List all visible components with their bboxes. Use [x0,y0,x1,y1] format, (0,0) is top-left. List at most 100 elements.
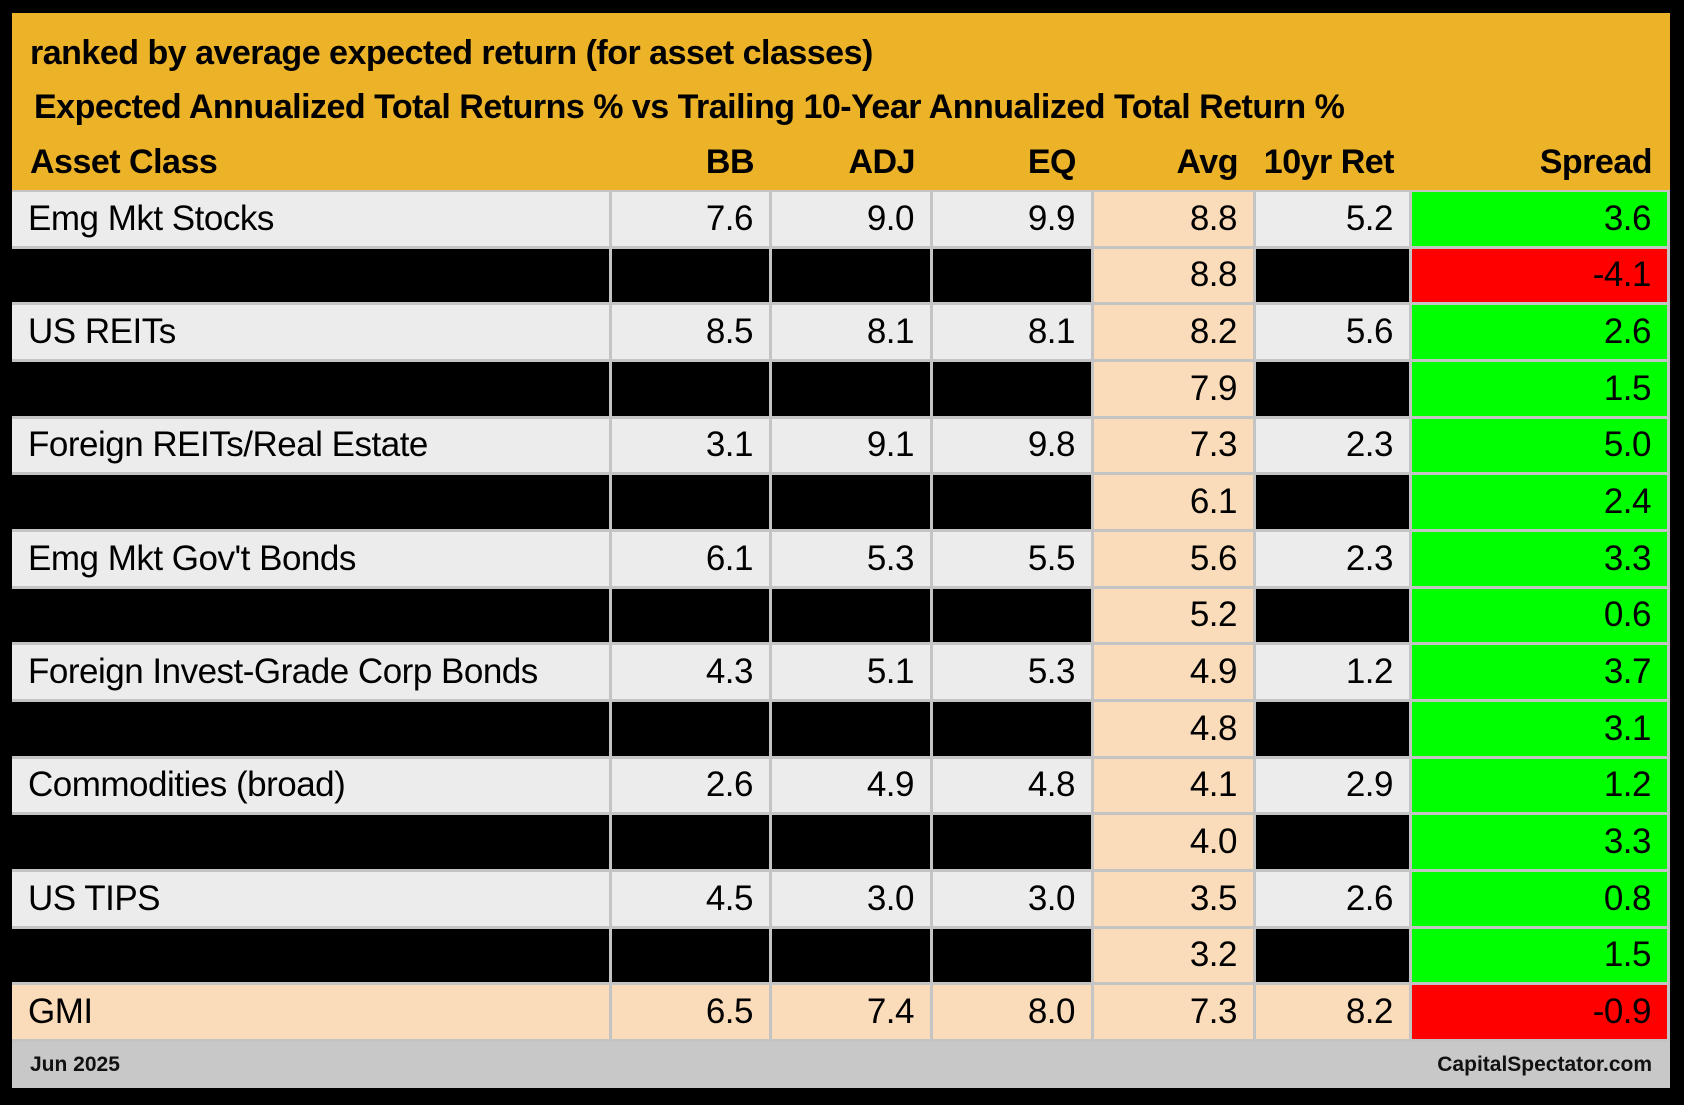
asset-class-cell: Emg Mkt Gov't Bonds [12,532,612,589]
column-header-bb: BB [705,142,755,181]
spread-cell: 3.1 [1412,702,1670,759]
asset-class-cell [12,815,612,872]
table-row: Foreign Invest-Grade Corp Bonds 4.3 5.1 5.3… [12,645,1670,702]
avg-cell: 5.2 [1094,588,1256,646]
spread-cell: 2.4 [1412,475,1670,532]
table-row: Commodities (broad) 2.6 4.9 4.8 4.1 2.9 1.2 [12,758,1670,816]
table-row: GMI 6.5 7.4 8.0 7.3 8.2 -0.9 [12,985,1670,1042]
table-row: US TIPS 4.5 3.0 3.0 3.5 2.6 0.8 [12,872,1670,929]
avg-cell: 7.3 [1094,418,1256,476]
spread-cell: 1.5 [1412,362,1670,419]
10yr-ret-cell [1256,248,1412,306]
eq-cell [933,815,1094,872]
bb-cell: 8.5 [612,305,772,362]
adj-cell [772,248,933,306]
eq-cell [933,248,1094,306]
avg-cell: 7.9 [1094,362,1256,419]
column-header-avg: Avg [1176,142,1239,181]
spread-cell: 3.6 [1412,192,1670,249]
10yr-ret-cell: 2.9 [1256,758,1412,816]
asset-class-cell: US REITs [12,305,612,362]
spread-cell: -0.9 [1412,985,1670,1042]
table-row-redacted: 7.9 1.5 [12,362,1670,419]
10yr-ret-cell: 5.6 [1256,305,1412,362]
10yr-ret-cell [1256,475,1412,532]
bb-cell: 4.3 [612,645,772,702]
adj-cell [772,588,933,646]
footer-date: Jun 2025 [30,1053,120,1076]
returns-table-graphic: ranked by average expected return (for a… [12,13,1670,1088]
asset-class-cell: Emg Mkt Stocks [12,192,612,249]
bb-cell [612,815,772,872]
spread-cell: 1.5 [1412,928,1670,986]
table-row: US REITs 8.5 8.1 8.1 8.2 5.6 2.6 [12,305,1670,362]
adj-cell: 8.1 [772,305,933,362]
10yr-ret-cell [1256,815,1412,872]
bb-cell: 6.5 [612,985,772,1042]
eq-cell: 4.8 [933,758,1094,816]
asset-class-cell: GMI [12,985,612,1042]
asset-class-cell [12,248,612,306]
footer-site: CapitalSpectator.com [1437,1053,1652,1076]
avg-cell: 8.8 [1094,248,1256,306]
avg-cell: 4.8 [1094,702,1256,759]
bb-cell: 2.6 [612,758,772,816]
column-header-spread: Spread [1539,142,1653,181]
10yr-ret-cell: 2.3 [1256,532,1412,589]
eq-cell: 8.1 [933,305,1094,362]
eq-cell: 8.0 [933,985,1094,1042]
column-header-10yr-ret: 10yr Ret [1263,142,1395,181]
adj-cell [772,362,933,419]
avg-cell: 6.1 [1094,475,1256,532]
10yr-ret-cell: 2.3 [1256,418,1412,476]
10yr-ret-cell [1256,588,1412,646]
eq-cell [933,362,1094,419]
spread-cell: 2.6 [1412,305,1670,362]
title-line-2: Expected Annualized Total Returns % vs T… [34,87,1345,126]
table-body: Emg Mkt Stocks 7.6 9.0 9.9 8.8 5.2 3.6 8.8 -4.1 U… [12,190,1670,1042]
column-header-asset-class: Asset Class [30,142,218,181]
10yr-ret-cell: 1.2 [1256,645,1412,702]
table-header: ranked by average expected return (for a… [12,13,1670,190]
bb-cell [612,702,772,759]
avg-cell: 8.8 [1094,192,1256,249]
asset-class-cell: Commodities (broad) [12,758,612,816]
spread-cell: 3.7 [1412,645,1670,702]
table-row: Foreign REITs/Real Estate 3.1 9.1 9.8 7.3 2.3… [12,418,1670,476]
asset-class-cell [12,588,612,646]
footer-bar: Jun 2025 CapitalSpectator.com [12,1042,1670,1088]
adj-cell: 3.0 [772,872,933,929]
eq-cell: 5.3 [933,645,1094,702]
10yr-ret-cell: 5.2 [1256,192,1412,249]
asset-class-cell: Foreign Invest-Grade Corp Bonds [12,645,612,702]
avg-cell: 3.2 [1094,928,1256,986]
bb-cell: 3.1 [612,418,772,476]
table-row: Emg Mkt Stocks 7.6 9.0 9.9 8.8 5.2 3.6 [12,192,1670,249]
table-row-redacted: 3.2 1.5 [12,928,1670,986]
avg-cell: 5.6 [1094,532,1256,589]
avg-cell: 4.0 [1094,815,1256,872]
table-row-redacted: 4.0 3.3 [12,815,1670,872]
eq-cell [933,702,1094,759]
adj-cell: 4.9 [772,758,933,816]
table-row-redacted: 8.8 -4.1 [12,248,1670,306]
eq-cell [933,928,1094,986]
table-row-redacted: 6.1 2.4 [12,475,1670,532]
eq-cell: 9.9 [933,192,1094,249]
bb-cell: 6.1 [612,532,772,589]
eq-cell [933,588,1094,646]
10yr-ret-cell: 2.6 [1256,872,1412,929]
avg-cell: 8.2 [1094,305,1256,362]
adj-cell: 5.1 [772,645,933,702]
avg-cell: 7.3 [1094,985,1256,1042]
asset-class-cell [12,928,612,986]
spread-cell: 3.3 [1412,815,1670,872]
eq-cell: 9.8 [933,418,1094,476]
adj-cell [772,702,933,759]
asset-class-cell: US TIPS [12,872,612,929]
asset-class-cell [12,702,612,759]
spread-cell: -4.1 [1412,248,1670,306]
spread-cell: 1.2 [1412,758,1670,816]
spread-cell: 0.6 [1412,588,1670,646]
bb-cell: 7.6 [612,192,772,249]
